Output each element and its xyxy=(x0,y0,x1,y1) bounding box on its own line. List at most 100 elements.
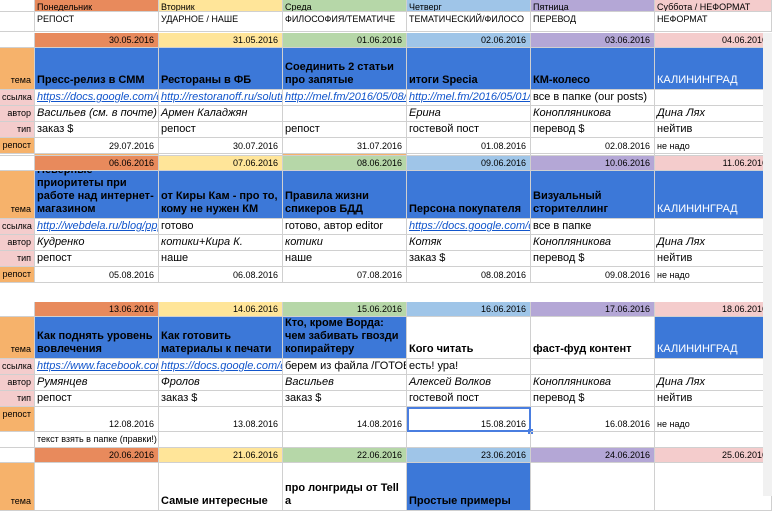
date-cell[interactable]: 23.06.2016 xyxy=(407,448,531,463)
date-cell[interactable]: 06.06.2016 xyxy=(35,156,159,171)
date-cell[interactable]: 15.06.2016 xyxy=(283,302,407,317)
date-cell[interactable]: 20.06.2016 xyxy=(35,448,159,463)
link-cell[interactable]: готово, автор editor xyxy=(283,219,407,235)
date-cell[interactable]: 02.06.2016 xyxy=(407,33,531,48)
repost-cell[interactable]: 12.08.2016 xyxy=(35,407,159,432)
topic-cell[interactable]: Персона покупателя xyxy=(407,171,531,219)
type-cell[interactable]: перевод $ xyxy=(531,251,655,267)
author-cell[interactable]: котики+Кира К. xyxy=(159,235,283,251)
type-cell[interactable]: нейтив xyxy=(655,251,772,267)
row-label-topic[interactable]: тема xyxy=(0,317,35,359)
row-label-link[interactable]: ссылка xyxy=(0,359,35,375)
date-cell[interactable]: 16.06.2016 xyxy=(407,302,531,317)
topic-cell[interactable]: Рестораны в ФБ xyxy=(159,48,283,90)
type-cell[interactable]: наше xyxy=(283,251,407,267)
row-label-author[interactable]: автор xyxy=(0,235,35,251)
type-cell[interactable]: перевод $ xyxy=(531,391,655,407)
day-theme-4[interactable]: ПЕРЕВОД xyxy=(531,12,655,32)
row-label-topic[interactable]: тема xyxy=(0,463,35,511)
repost-cell[interactable]: 08.08.2016 xyxy=(407,267,531,283)
type-cell[interactable]: заказ $ xyxy=(283,391,407,407)
link-cell[interactable]: все в папке (our posts) xyxy=(531,90,655,106)
note-cell[interactable] xyxy=(655,432,772,448)
repost-cell[interactable]: 31.07.2016 xyxy=(283,138,407,154)
topic-cell[interactable]: КАЛИНИНГРАД xyxy=(655,317,772,359)
author-cell[interactable]: Конопляникова xyxy=(531,375,655,391)
day-header-1[interactable]: Вторник xyxy=(159,0,283,12)
type-cell[interactable]: гостевой пост xyxy=(407,122,531,138)
author-cell[interactable]: Конопляникова xyxy=(531,106,655,122)
topic-cell[interactable]: от Киры Кам - про то, кому не нужен КМ xyxy=(159,171,283,219)
note-cell[interactable] xyxy=(159,432,283,448)
topic-cell[interactable]: Пресс-релиз в СММ xyxy=(35,48,159,90)
topic-cell[interactable]: Неверные приоритеты при работе над интер… xyxy=(35,171,159,219)
row-label-type[interactable]: тип xyxy=(0,391,35,407)
date-row-label[interactable] xyxy=(0,302,35,317)
author-cell[interactable]: Кудренко xyxy=(35,235,159,251)
topic-cell[interactable]: КМ-колесо xyxy=(531,48,655,90)
row-label-repost[interactable]: репост xyxy=(0,267,35,283)
note-cell[interactable]: интересный формат надо с xyxy=(407,154,531,156)
type-cell[interactable]: репост xyxy=(35,391,159,407)
repost-cell[interactable]: 14.08.2016 xyxy=(283,407,407,432)
link-cell[interactable]: есть! ура! xyxy=(407,359,531,375)
date-cell[interactable]: 17.06.2016 xyxy=(531,302,655,317)
link-cell[interactable] xyxy=(531,359,655,375)
repost-cell[interactable]: 30.07.2016 xyxy=(159,138,283,154)
repost-cell[interactable]: 29.07.2016 xyxy=(35,138,159,154)
author-cell[interactable]: Котяк xyxy=(407,235,531,251)
topic-cell[interactable]: Как готовить материалы к печати xyxy=(159,317,283,359)
link-cell[interactable]: http://webdela.ru/blog/ppp/p xyxy=(35,219,159,235)
date-cell[interactable]: 01.06.2016 xyxy=(283,33,407,48)
date-cell[interactable]: 11.06.2016 xyxy=(655,156,772,171)
type-cell[interactable]: нейтив xyxy=(655,122,772,138)
topic-cell[interactable]: Визуальный сторителлинг xyxy=(531,171,655,219)
type-cell[interactable]: гостевой пост xyxy=(407,391,531,407)
note-cell[interactable] xyxy=(531,154,655,156)
link-cell[interactable]: https://docs.google.com/do xyxy=(159,359,283,375)
row-label-repost[interactable]: репост xyxy=(0,138,35,154)
link-cell[interactable]: все в папке xyxy=(531,219,655,235)
link-cell[interactable] xyxy=(655,219,772,235)
author-cell[interactable]: Конопляникова xyxy=(531,235,655,251)
note-cell[interactable]: текст взять в папке (правки!) xyxy=(35,432,159,448)
date-row-label[interactable] xyxy=(0,156,35,171)
topic-cell[interactable]: итоги Specia xyxy=(407,48,531,90)
day-theme-3[interactable]: ТЕМАТИЧЕСКИЙ/ФИЛОСО xyxy=(407,12,531,32)
link-cell[interactable]: http://mel.fm/2016/05/01/co xyxy=(407,90,531,106)
vertical-scrollbar[interactable] xyxy=(763,33,772,496)
date-cell[interactable]: 21.06.2016 xyxy=(159,448,283,463)
date-cell[interactable]: 22.06.2016 xyxy=(283,448,407,463)
repost-cell[interactable]: 13.08.2016 xyxy=(159,407,283,432)
link-cell[interactable]: https://docs.google.com/do xyxy=(35,90,159,106)
repost-cell[interactable]: 16.08.2016 xyxy=(531,407,655,432)
corner-cell[interactable] xyxy=(0,12,35,32)
topic-cell[interactable] xyxy=(35,463,159,511)
note-cell[interactable] xyxy=(407,432,531,448)
link-cell[interactable]: берем из файла /ГОТОВО xyxy=(283,359,407,375)
type-cell[interactable]: репост xyxy=(283,122,407,138)
note-cell[interactable]: WIKI xyxy=(283,154,407,156)
author-cell[interactable]: Румянцев xyxy=(35,375,159,391)
repost-cell[interactable]: 09.08.2016 xyxy=(531,267,655,283)
link-cell[interactable] xyxy=(655,90,772,106)
author-cell[interactable]: Фролов xyxy=(159,375,283,391)
note-cell[interactable] xyxy=(283,432,407,448)
date-cell[interactable]: 30.05.2016 xyxy=(35,33,159,48)
author-cell[interactable]: Ерина xyxy=(407,106,531,122)
type-cell[interactable]: заказ $ xyxy=(407,251,531,267)
row-label-topic[interactable]: тема xyxy=(0,171,35,219)
type-cell[interactable]: нейтив xyxy=(655,391,772,407)
day-theme-5[interactable]: НЕФОРМАТ xyxy=(655,12,772,32)
row-label-type[interactable]: тип xyxy=(0,122,35,138)
repost-cell[interactable]: 06.08.2016 xyxy=(159,267,283,283)
author-cell[interactable]: Дина Лях xyxy=(655,106,772,122)
date-cell[interactable]: 07.06.2016 xyxy=(159,156,283,171)
type-cell[interactable]: заказ $ xyxy=(159,391,283,407)
day-header-3[interactable]: Четверг xyxy=(407,0,531,12)
date-cell[interactable]: 10.06.2016 xyxy=(531,156,655,171)
link-cell[interactable]: готово xyxy=(159,219,283,235)
type-cell[interactable]: репост xyxy=(35,251,159,267)
day-theme-1[interactable]: УДАРНОЕ / НАШЕ xyxy=(159,12,283,32)
author-cell[interactable]: Дина Лях xyxy=(655,235,772,251)
